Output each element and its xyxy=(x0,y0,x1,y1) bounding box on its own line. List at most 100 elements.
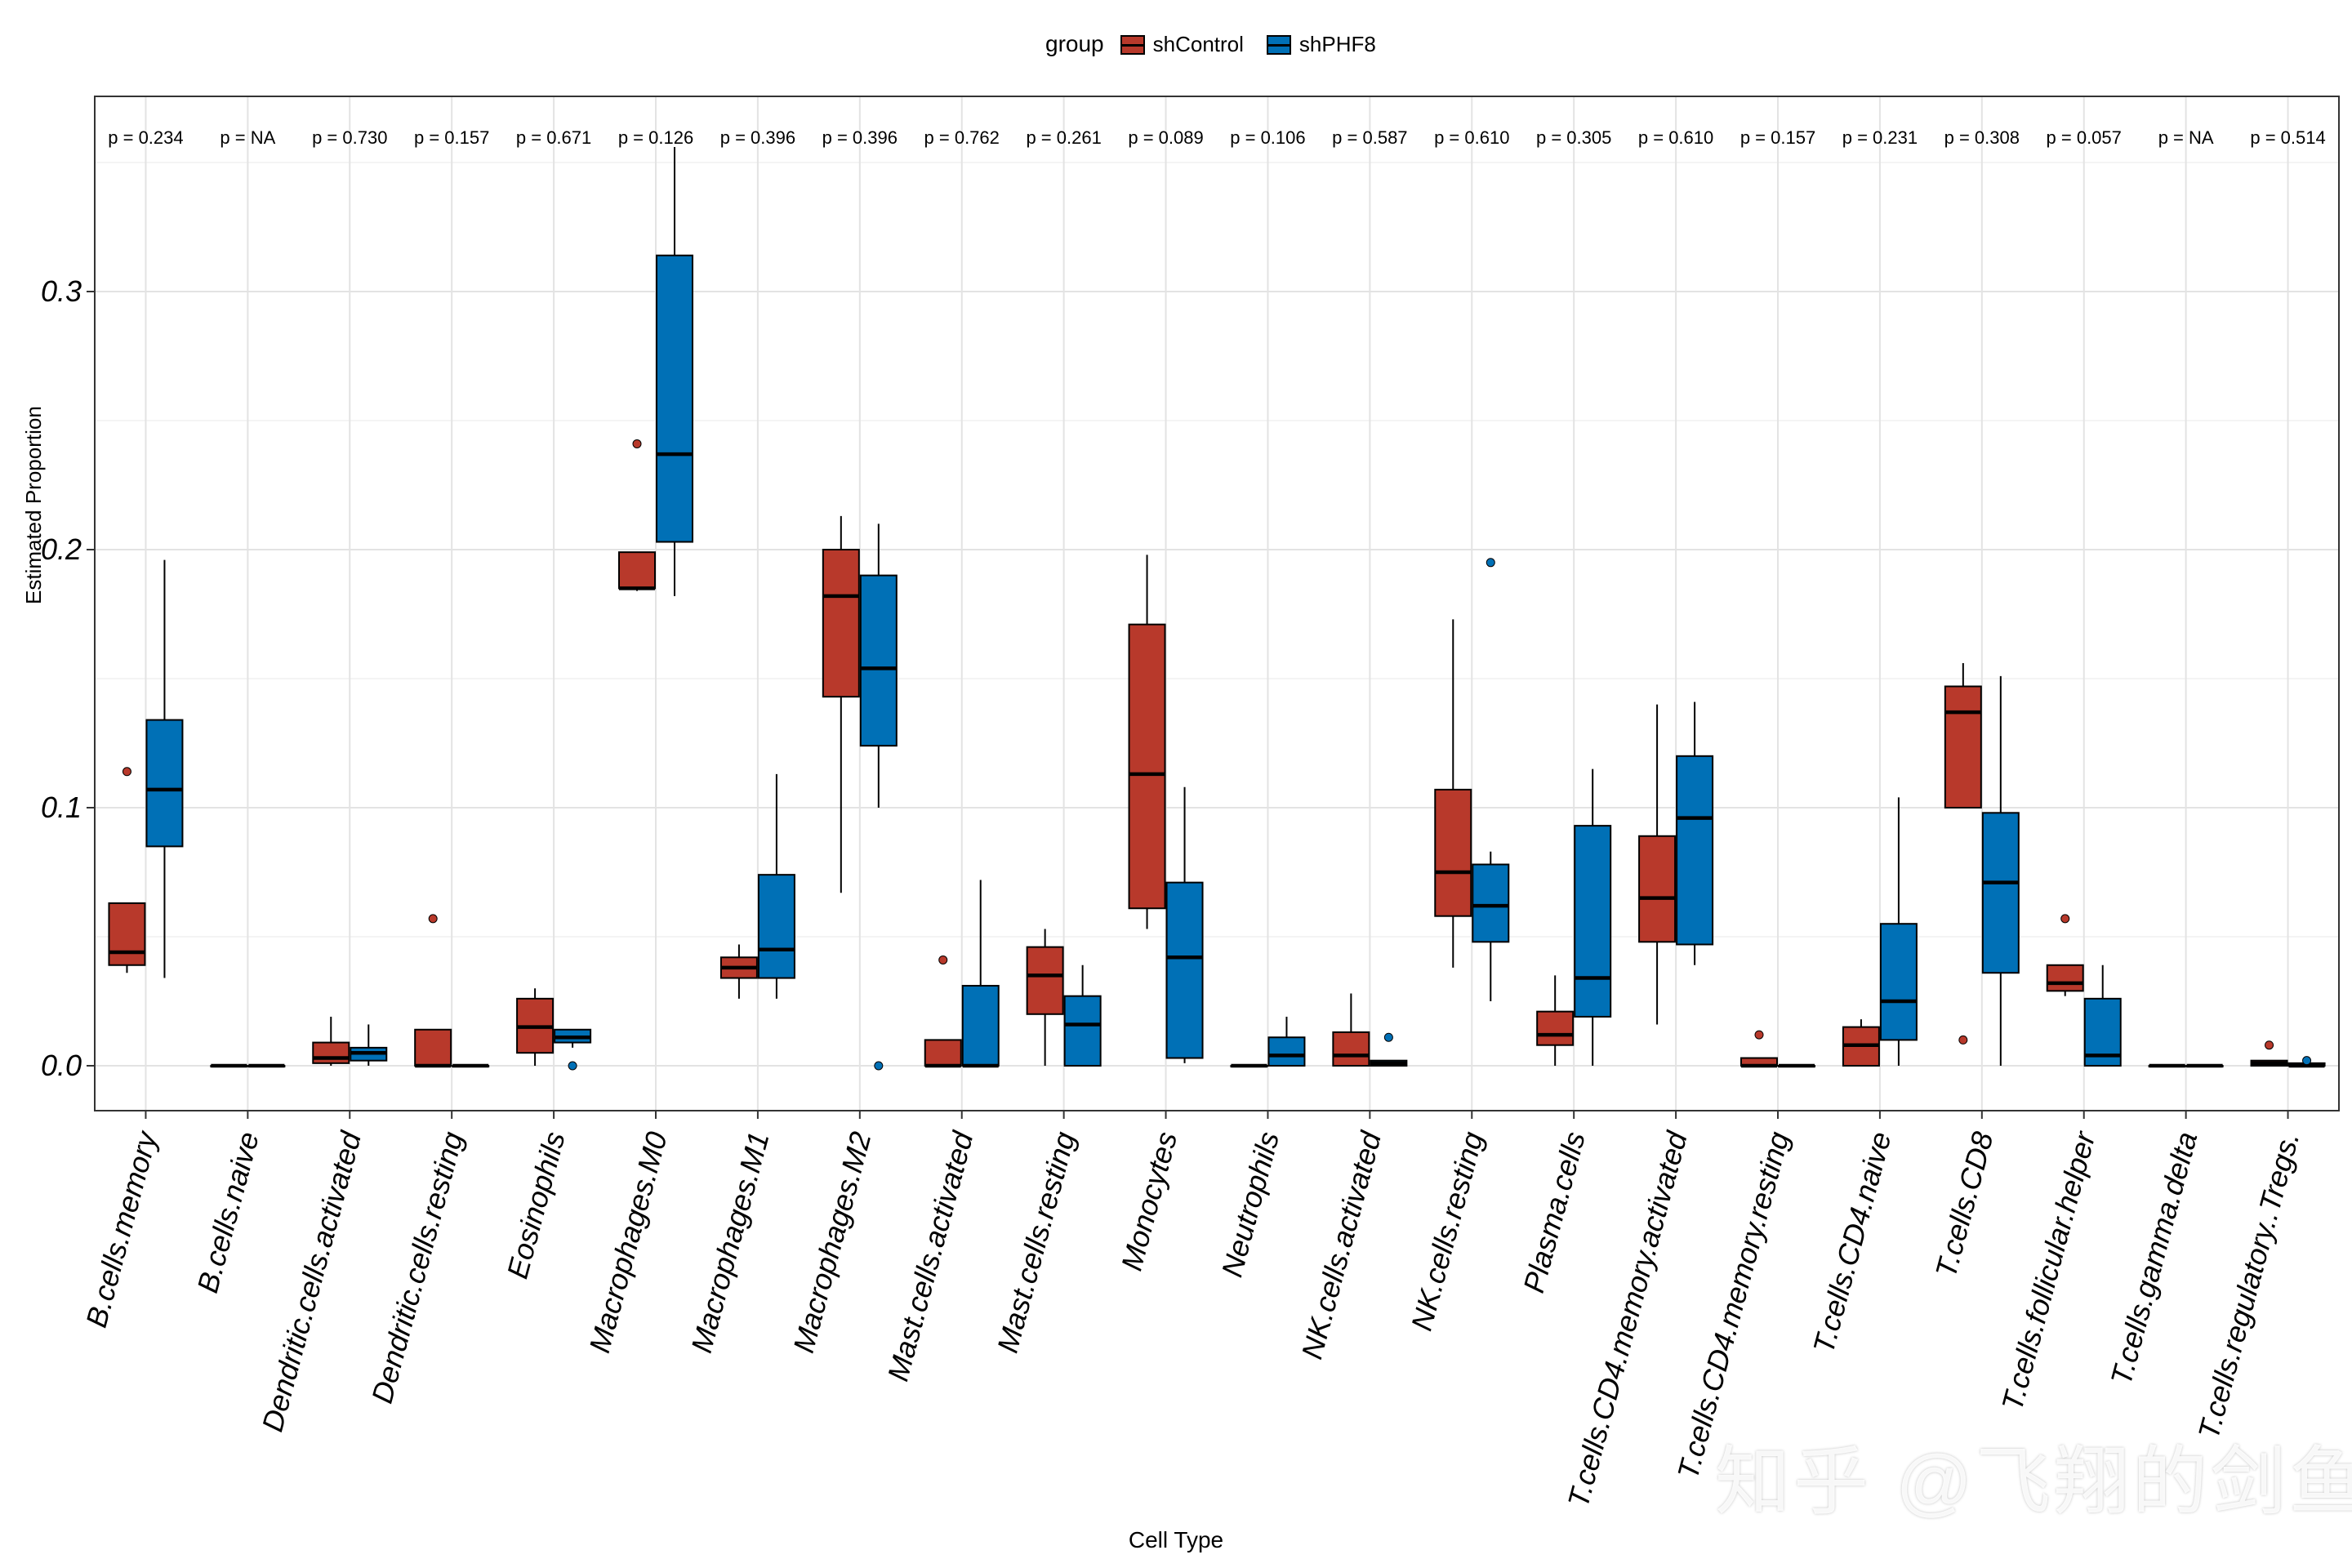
x-tick-label: B.cells.memory xyxy=(79,1127,164,1331)
box-group-b-cells-memory xyxy=(108,559,184,978)
legend-item-shcontrol: shControl xyxy=(1120,32,1244,57)
box-group-dendritic-cells-resting xyxy=(414,914,490,1068)
outlier-shControl xyxy=(1754,1030,1764,1040)
box-shPHF8 xyxy=(1165,881,1204,1059)
p-value-labels: p = 0.234 p = NA p = 0.730 p = 0.157 p = 0.6… xyxy=(108,127,2325,148)
box-group-monocytes xyxy=(1128,555,1204,1063)
x-tick-label: NK.cells.activated xyxy=(1294,1128,1388,1363)
p-value-label: p = 0.730 xyxy=(312,127,387,148)
x-tick-label: Dendritic.cells.resting xyxy=(365,1128,470,1406)
x-tick-label: NK.cells.resting xyxy=(1405,1128,1490,1334)
outlier-shControl xyxy=(2265,1040,2274,1050)
box-shControl xyxy=(1332,1031,1370,1067)
box-shControl xyxy=(1128,623,1166,910)
box-shControl xyxy=(1536,1010,1575,1046)
outlier-shControl xyxy=(2060,914,2070,924)
box-group-dendritic-cells-activated xyxy=(312,1016,388,1066)
x-tick-label: T.cells.follicular.helper xyxy=(1995,1127,2102,1414)
outlier-shPHF8 xyxy=(1383,1032,1393,1042)
legend-title: group xyxy=(1045,31,1104,56)
legend: group shControl shPHF8 xyxy=(1045,29,1388,59)
box-group-mast-cells-resting xyxy=(1026,929,1102,1067)
box-shControl xyxy=(1026,946,1064,1015)
p-value-label: p = 0.762 xyxy=(924,127,1000,148)
box-group-macrophages-m0 xyxy=(618,147,693,596)
outlier-shControl xyxy=(428,914,438,924)
box-shPHF8 xyxy=(757,874,795,979)
p-value-label: p = 0.234 xyxy=(108,127,183,148)
box-shPHF8 xyxy=(1981,812,2020,974)
y-tick-label: 0.2 xyxy=(41,532,82,566)
plot-panel-border xyxy=(94,96,2340,1111)
box-shPHF8 xyxy=(1472,863,1510,943)
box-group-macrophages-m1 xyxy=(719,773,795,999)
box-group-t-cells-regulatory-tregs- xyxy=(2250,1040,2326,1068)
p-value-label: p = 0.126 xyxy=(618,127,693,148)
legend-key-shphf8 xyxy=(1266,33,1291,55)
box-shControl xyxy=(1638,835,1677,943)
box-group-t-cells-gamma-delta xyxy=(2148,1063,2224,1068)
p-value-label: p = 0.587 xyxy=(1332,127,1407,148)
outlier-shControl xyxy=(632,439,642,448)
legend-key-shcontrol xyxy=(1120,33,1145,55)
x-tick-label: Monocytes xyxy=(1115,1128,1184,1274)
box-shPHF8 xyxy=(859,574,898,747)
p-value-label: p = 0.057 xyxy=(2047,127,2122,148)
box-shPHF8 xyxy=(961,985,1000,1067)
box-shPHF8 xyxy=(1676,755,1714,946)
p-value-label: p = 0.106 xyxy=(1230,127,1305,148)
box-group-t-cells-cd4-memory-activated xyxy=(1638,702,1714,1025)
outlier-shPHF8 xyxy=(2302,1056,2312,1066)
x-tick-label: B.cells.naive xyxy=(190,1128,265,1296)
legend-label-shphf8: shPHF8 xyxy=(1298,31,1376,56)
y-tick-label: 0.0 xyxy=(41,1049,82,1082)
box-group-nk-cells-resting xyxy=(1434,558,1510,1001)
p-value-label: p = 0.089 xyxy=(1128,127,1203,148)
outlier-shControl xyxy=(1958,1035,1968,1045)
box-group-mast-cells-activated xyxy=(924,880,1000,1068)
box-shControl xyxy=(2046,964,2084,992)
box-group-nk-cells-activated xyxy=(1332,993,1408,1067)
x-tick-label: Macrophages.M2 xyxy=(786,1128,878,1356)
x-tick-label: Mast.cells.activated xyxy=(881,1128,980,1385)
legend-label-shcontrol: shControl xyxy=(1152,31,1244,56)
box-group-macrophages-m2 xyxy=(822,515,898,1071)
box-shPHF8 xyxy=(1063,995,1102,1067)
box-shControl xyxy=(108,902,146,966)
box-shControl xyxy=(414,1028,452,1067)
p-value-label: p = 0.305 xyxy=(1536,127,1611,148)
x-tick-label: Macrophages.M0 xyxy=(582,1128,674,1356)
box-shControl xyxy=(924,1039,962,1067)
x-tick-label: Neutrophils xyxy=(1214,1128,1285,1281)
p-value-label: p = 0.157 xyxy=(414,127,489,148)
x-axis-title: Cell Type xyxy=(1128,1527,1224,1552)
box-shControl xyxy=(1434,788,1472,917)
box-group-t-cells-follicular-helper xyxy=(2046,914,2122,1067)
box-shPHF8 xyxy=(1879,923,1918,1041)
box-shControl xyxy=(312,1041,350,1064)
box-layer xyxy=(108,147,2326,1071)
x-tick-label: Plasma.cells xyxy=(1517,1128,1592,1296)
box-shPHF8 xyxy=(1267,1036,1306,1067)
x-tick-label: T.cells.regulatory..Tregs. xyxy=(2191,1128,2305,1442)
p-value-label: p = 0.157 xyxy=(1740,127,1815,148)
box-group-neutrophils xyxy=(1230,1016,1306,1068)
box-shPHF8 xyxy=(656,254,693,543)
y-axis-title: Estimated Proportion xyxy=(21,406,46,604)
y-tick-label: 0.1 xyxy=(41,791,82,824)
outlier-shControl xyxy=(938,955,948,964)
box-group-t-cells-cd4-memory-resting xyxy=(1740,1030,1815,1068)
p-value-label: p = NA xyxy=(220,127,275,148)
p-value-label: p = 0.231 xyxy=(1842,127,1918,148)
p-value-label: p = 0.514 xyxy=(2250,127,2325,148)
box-shPHF8 xyxy=(1574,825,1612,1018)
grid-lines xyxy=(95,96,2339,1111)
p-value-label: p = NA xyxy=(2158,127,2214,148)
x-tick-label: Mast.cells.resting xyxy=(991,1128,1082,1356)
outlier-shControl xyxy=(122,767,131,777)
x-tick-label: T.cells.gamma.delta xyxy=(2104,1128,2203,1388)
box-shPHF8 xyxy=(145,719,184,848)
outlier-shPHF8 xyxy=(568,1061,577,1071)
p-value-label: p = 0.308 xyxy=(1944,127,2020,148)
